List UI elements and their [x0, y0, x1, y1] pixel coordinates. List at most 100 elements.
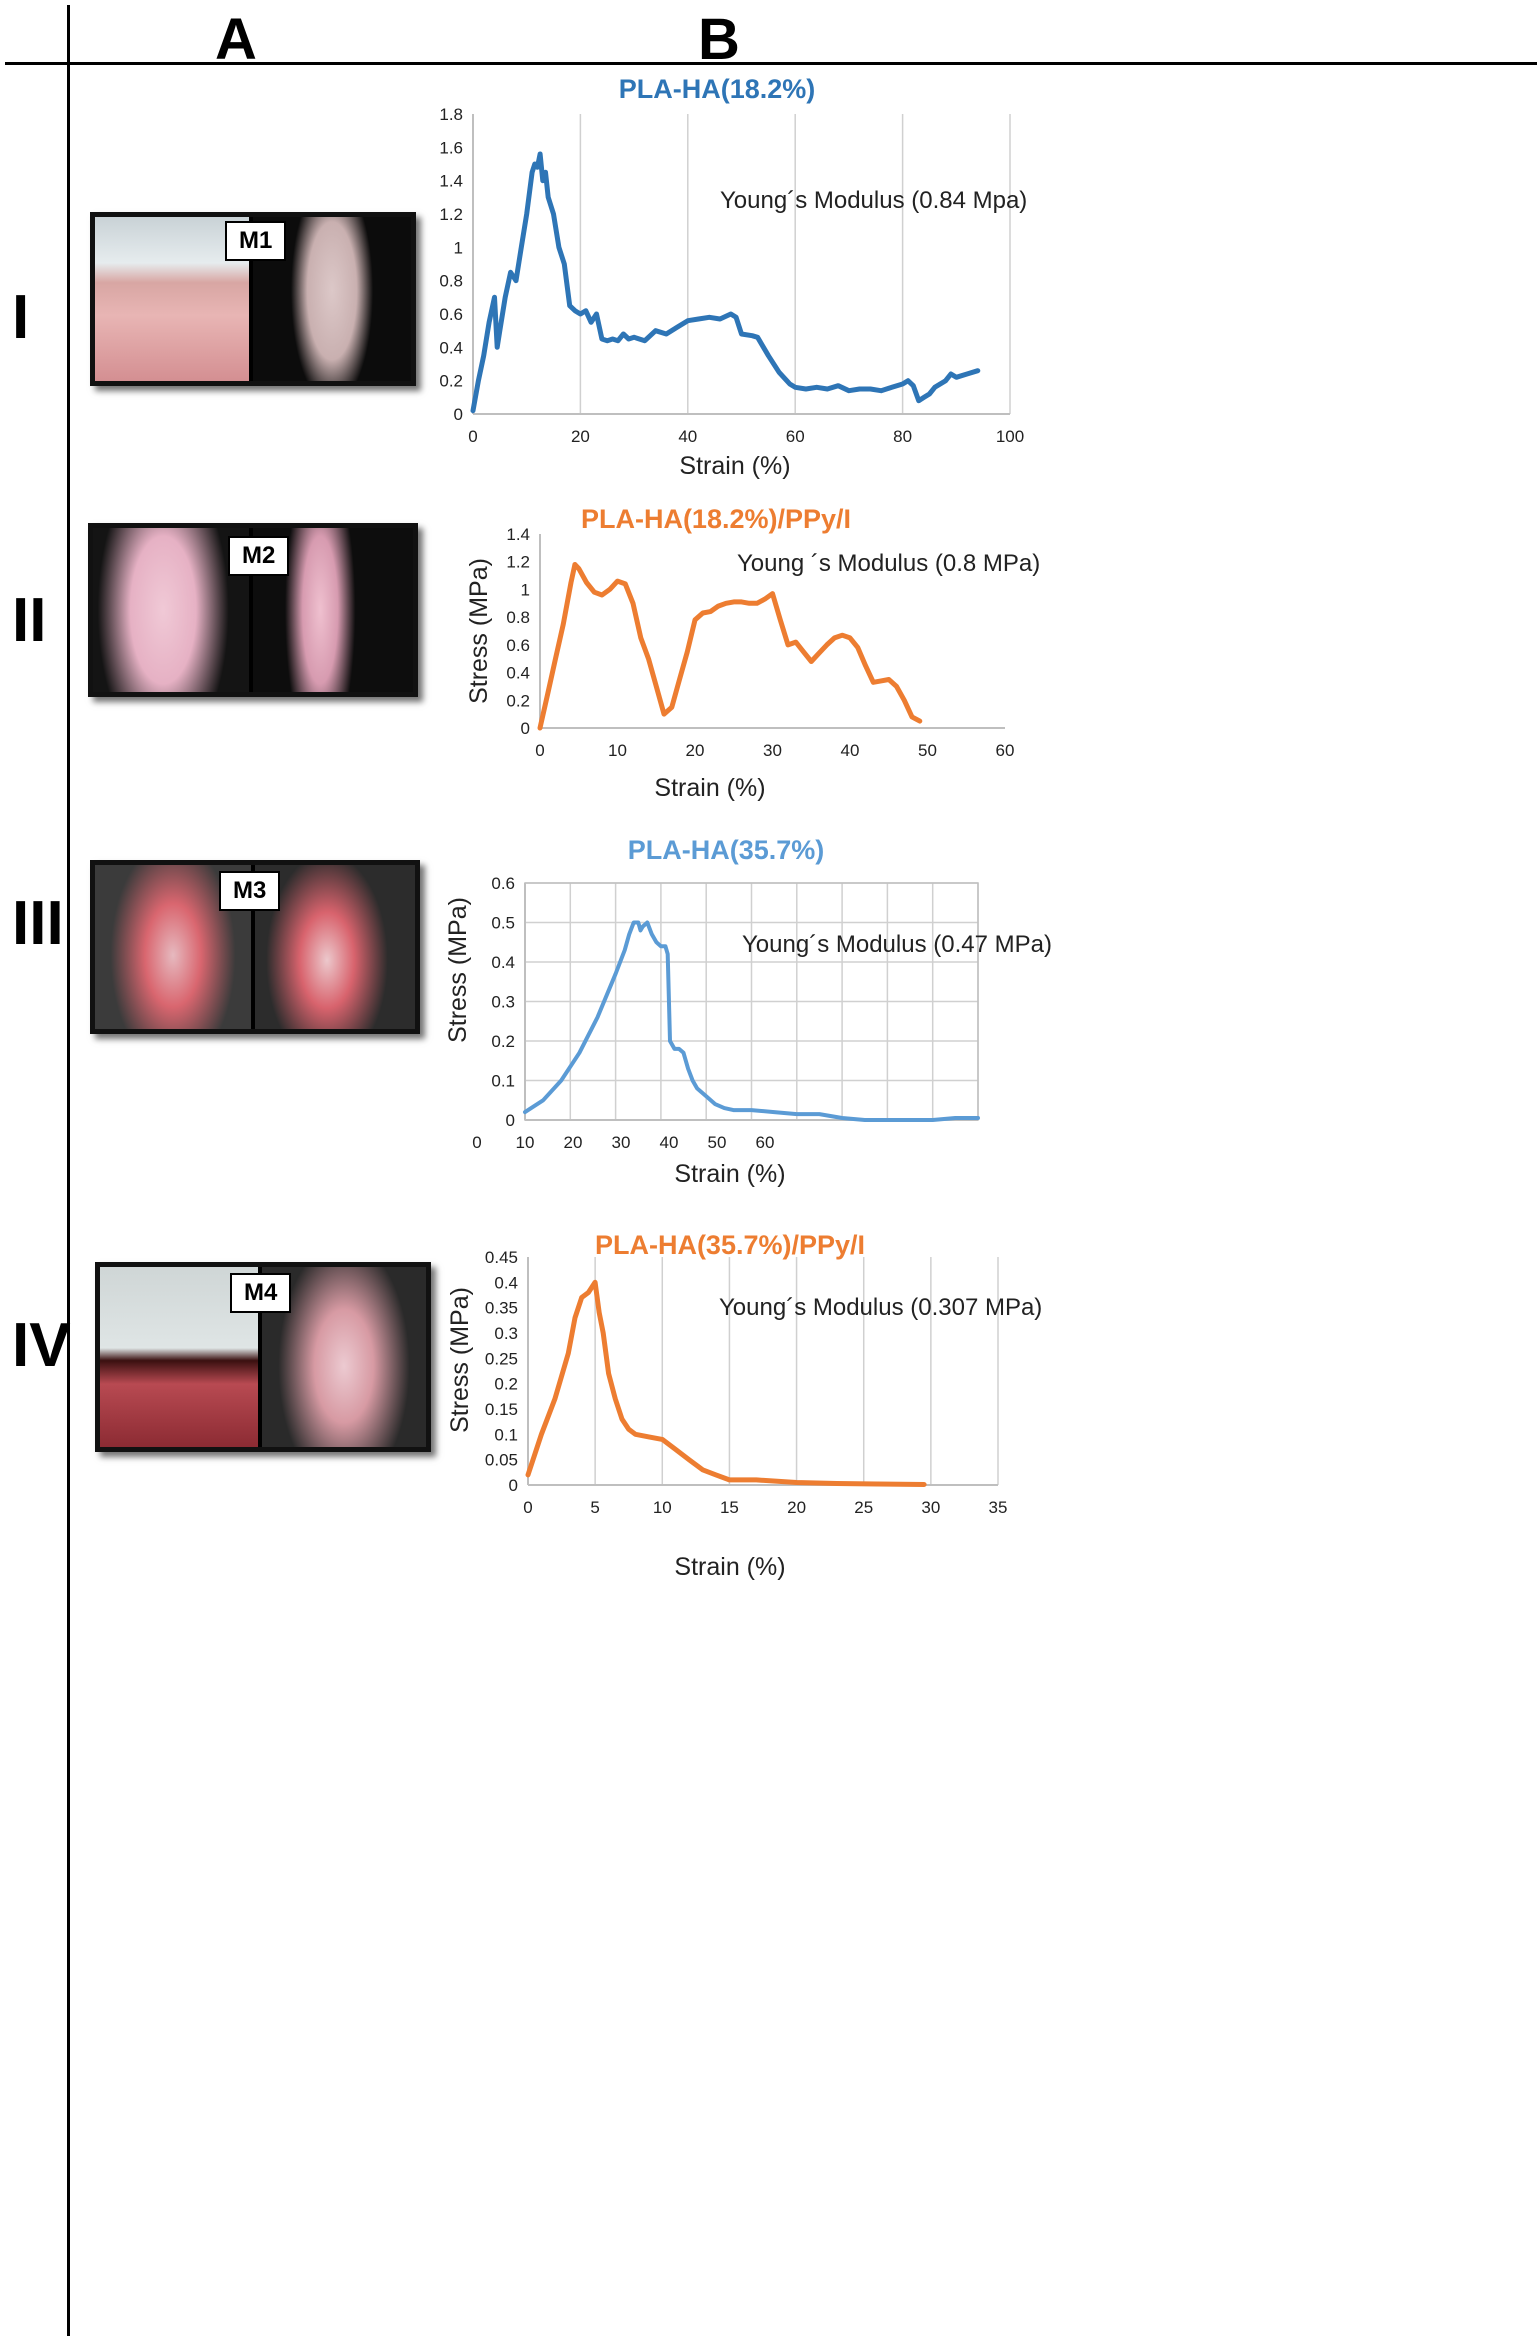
x-tick-label: 100	[996, 427, 1024, 446]
chart-pla-ha-18: PLA-HA(18.2%) 0 0.2 0.4 0.6 0.8 1 1.2 1.4 1.6 1.8 0…	[430, 70, 1530, 490]
x-tick-label: 10	[608, 741, 627, 760]
y-tick-label: 0.6	[506, 636, 530, 655]
series-line	[525, 1279, 927, 1487]
y-tick-label: 1.8	[439, 105, 463, 124]
x-tick-label: 0	[523, 1498, 532, 1517]
y-tick-label: 0.2	[494, 1375, 518, 1394]
row-label-ii: II	[12, 586, 47, 655]
series-line	[537, 562, 923, 731]
column-a-header: A	[215, 7, 257, 72]
series-line	[470, 151, 981, 414]
sample-badge-m4: M4	[230, 1273, 292, 1313]
column-divider	[67, 5, 70, 2336]
y-tick-label: 0.15	[485, 1400, 518, 1419]
chart-title: PLA-HA(18.2%)	[619, 74, 816, 104]
sample-badge-m3: M3	[219, 871, 281, 911]
x-tick-label: 10	[653, 1498, 672, 1517]
y-tick-label: 0.4	[506, 664, 530, 683]
y-axis-label: Stress (MPa)	[444, 897, 472, 1043]
y-tick-label: 0.1	[494, 1425, 518, 1444]
y-tick-label: 0.2	[439, 372, 463, 391]
x-tick-label: 50	[708, 1133, 727, 1152]
y-tick-label: 0.4	[439, 338, 463, 357]
sample-photo-m1: M1	[90, 212, 416, 386]
chart-pla-ha-35: PLA-HA(35.7%) 0 0.1 0.2 0.3 0.4 0.5 0.6 0 10 20 30 4…	[430, 825, 1530, 1200]
x-tick-label: 20	[686, 741, 705, 760]
x-tick-label: 10	[516, 1133, 535, 1152]
y-tick-label: 1.4	[506, 525, 530, 544]
x-tick-label: 30	[612, 1133, 631, 1152]
x-tick-label: 15	[720, 1498, 739, 1517]
photo-left-half	[93, 528, 249, 692]
x-tick-label: 40	[678, 427, 697, 446]
youngs-modulus-annotation: Young´s Modulus (0.47 MPa)	[742, 931, 1052, 958]
youngs-modulus-annotation: Young´s Modulus (0.307 MPa)	[719, 1294, 1042, 1321]
sample-badge-m2: M2	[228, 536, 290, 576]
chart-svg: PLA-HA(35.7%)00.10.20.30.40.50.60 10 20 30 4…	[444, 835, 1052, 1188]
photo-left-half	[95, 217, 249, 381]
sample-photo-m2: M2	[88, 523, 418, 697]
chart-svg: PLA-HA(35.7%)/PPy/I 0 0.05 0.1 0.15 0.2 0.25 0.…	[446, 1230, 1042, 1581]
x-tick-label: 0	[535, 741, 544, 760]
photo-right-half	[255, 865, 415, 1029]
y-tick-label: 0.5	[491, 914, 515, 933]
x-tick-label: 35	[989, 1498, 1008, 1517]
y-tick-label: 0.4	[491, 953, 515, 972]
x-tick-label: 0	[468, 427, 477, 446]
x-tick-label: 80	[893, 427, 912, 446]
y-tick-label: 0.45	[485, 1248, 518, 1267]
y-tick-label: 0.2	[506, 691, 530, 710]
sample-photo-m3: M3	[90, 860, 420, 1034]
y-tick-label: 0.8	[439, 272, 463, 291]
y-tick-label: 0.3	[494, 1324, 518, 1343]
y-tick-label: 1.2	[439, 205, 463, 224]
y-tick-label: 0.6	[491, 874, 515, 893]
series-line	[523, 920, 980, 1122]
x-axis-label: Strain (%)	[654, 774, 765, 802]
column-b-header: B	[698, 7, 740, 72]
y-tick-label: 0	[521, 719, 530, 738]
chart-title: PLA-HA(18.2%)/PPy/I	[581, 504, 851, 534]
x-tick-label: 30	[921, 1498, 940, 1517]
sample-badge-m1: M1	[225, 221, 287, 261]
chart-svg: PLA-HA(18.2%) 0 0.2 0.4 0.6 0.8 1 1.2 1.4 1.6 1.8 0…	[439, 74, 1027, 480]
sample-photo-m4: M4	[95, 1262, 431, 1452]
row-label-iii: III	[12, 889, 64, 958]
y-axis-label: Stress (MPa)	[465, 558, 493, 704]
x-tick-label: 60	[996, 741, 1015, 760]
x-tick-label: 60	[756, 1133, 775, 1152]
y-tick-label: 1.2	[506, 553, 530, 572]
y-axis-label: Stress (MPa)	[446, 1287, 474, 1433]
y-tick-label: 0	[509, 1476, 518, 1495]
y-tick-label: 1	[454, 238, 463, 257]
y-tick-label: 0	[454, 405, 463, 424]
x-axis-label: Strain (%)	[674, 1553, 785, 1581]
x-tick-label: 40	[841, 741, 860, 760]
x-tick-label: 60	[786, 427, 805, 446]
y-tick-label: 0	[506, 1111, 515, 1130]
y-tick-label: 1.6	[439, 138, 463, 157]
header-rule	[5, 62, 1537, 65]
chart-pla-ha-18-ppy: PLA-HA(18.2%)/PPy/I 0 0.2 0.4 0.6 0.8 1 1.2 1.4 0…	[430, 500, 1530, 810]
youngs-modulus-annotation: Young ´s Modulus (0.8 MPa)	[737, 550, 1040, 577]
x-tick-label: 20	[564, 1133, 583, 1152]
chart-svg: PLA-HA(18.2%)/PPy/I 0 0.2 0.4 0.6 0.8 1 1.2 1.4 0…	[465, 504, 1040, 802]
x-tick-label: 40	[660, 1133, 679, 1152]
y-tick-label: 1.4	[439, 172, 463, 191]
y-tick-label: 0.8	[506, 608, 530, 627]
y-tick-label: 0.4	[494, 1273, 518, 1292]
x-axis-label: Strain (%)	[679, 452, 790, 480]
y-tick-label: 0.6	[439, 305, 463, 324]
x-tick-label: 30	[763, 741, 782, 760]
chart-title: PLA-HA(35.7%)/PPy/I	[595, 1230, 865, 1260]
chart-pla-ha-35-ppy: PLA-HA(35.7%)/PPy/I 0 0.05 0.1 0.15 0.2 0.25 0.…	[430, 1220, 1530, 1595]
y-tick-label: 0.3	[491, 993, 515, 1012]
y-tick-label: 0.1	[491, 1072, 515, 1091]
y-tick-label: 0.2	[491, 1032, 515, 1051]
youngs-modulus-annotation: Young´s Modulus (0.84 Mpa)	[720, 187, 1027, 214]
y-tick-label: 1	[521, 580, 530, 599]
x-tick-label: 25	[854, 1498, 873, 1517]
x-tick-label: 0	[472, 1133, 481, 1152]
x-tick-label: 20	[571, 427, 590, 446]
x-tick-label: 20	[787, 1498, 806, 1517]
